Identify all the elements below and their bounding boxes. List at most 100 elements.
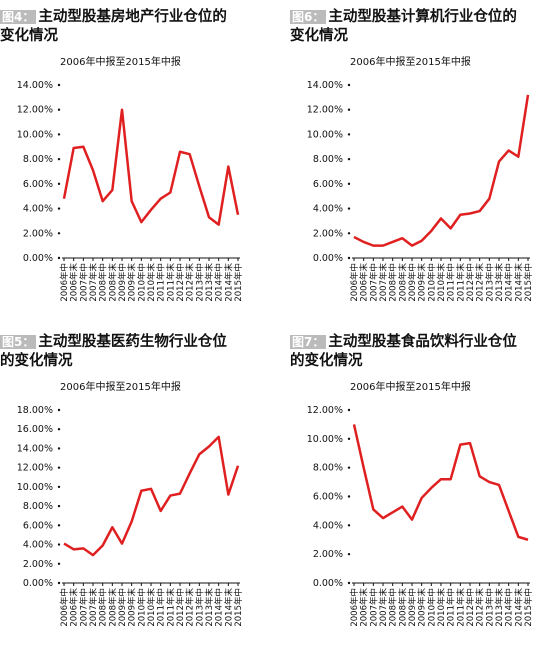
chart: 0.00% 2.00% 4.00% 6.00% 8.00% 10.00% 12.00% 14.… [307,80,534,302]
y-tick-mark [347,108,351,111]
y-tick-label: 12.00% [307,405,343,416]
x-tick-label: 2011年中 [446,263,457,302]
y-tick-label: 10.00% [17,129,53,140]
y-tick-mark [57,232,61,235]
x-tick-label: 2007年末 [88,588,99,627]
y-tick-mark [347,552,351,556]
x-tick-label: 2015年中 [233,588,244,627]
y-tick-mark [57,543,61,546]
chart-subtitle: 2006年中报至2015年中报 [350,382,471,393]
data-line [352,424,529,541]
y-tick-label: 2.00% [23,559,53,570]
x-tick-label: 2008年中 [388,588,399,627]
x-tick-label: 2008年末 [107,588,118,627]
x-tick-label: 2010年中 [136,263,147,302]
x-tick-label: 2010年中 [426,263,437,302]
title-text: 主动型股基医药生物行业仓位的变化情况 [0,334,227,369]
y-tick-label: 2.00% [313,228,343,239]
y-tick-mark [57,504,61,508]
chart: 0.00% 2.00% 4.00% 6.00% 8.00% 10.00% 12.00% 200… [307,405,534,627]
y-tick-mark [57,524,61,527]
chart-title: 图6： 主动型股基计算机行业仓位的变化情况 [290,8,522,46]
y-tick-label: 4.00% [23,540,53,551]
x-tick-label: 2009年中 [407,263,418,302]
chart-title: 图5： 主动型股基医药生物行业仓位的变化情况 [0,333,232,371]
y-tick-mark [347,232,351,235]
y-tick-mark [57,256,61,260]
x-tick-label: 2012年末 [185,588,196,627]
y-tick-mark [347,466,351,469]
y-tick-label: 0.00% [313,578,343,589]
y-tick-label: 12.00% [17,463,53,474]
y-tick-label: 12.00% [307,105,343,116]
x-tick-label: 2007年中 [368,263,379,302]
y-tick-label: 8.00% [313,154,343,165]
x-tick-label: 2008年末 [397,588,408,627]
y-tick-label: 14.00% [307,80,343,91]
x-tick-label: 2006年中 [59,588,70,627]
chart-panel: 图7： 主动型股基食品饮料行业仓位的变化情况 2006年中报至2015年中报 0.00… [290,325,541,647]
y-tick-mark [57,428,61,431]
y-tick-mark [347,83,351,87]
x-tick-label: 2011年末 [165,263,176,302]
x-tick-label: 2007年末 [378,263,389,302]
y-tick-label: 2.00% [23,228,53,239]
chart-title: 图7： 主动型股基食品饮料行业仓位的变化情况 [290,333,522,371]
x-tick-label: 2012年中 [465,263,476,302]
y-tick-label: 18.00% [17,405,53,416]
y-tick-label: 6.00% [23,179,53,190]
x-tick-label: 2009年末 [127,263,138,302]
x-tick-label: 2013年末 [494,588,505,627]
chart-panel: 图5： 主动型股基医药生物行业仓位的变化情况 2006年中报至2015年中报 0.00… [0,325,270,647]
y-tick-label: 2.00% [313,549,343,560]
x-tick-label: 2006年末 [359,588,370,627]
y-tick-mark [57,485,61,489]
x-tick-label: 2011年中 [156,588,167,627]
x-tick-label: 2013年中 [484,263,495,302]
figure-label: 图4： [0,10,37,24]
y-tick-mark [347,408,351,412]
x-tick-label: 2010年末 [436,588,447,627]
title-text: 主动型股基食品饮料行业仓位的变化情况 [290,334,517,369]
x-tick-label: 2013年中 [194,588,205,627]
x-tick-label: 2006年中 [59,263,70,302]
y-tick-mark [57,408,61,412]
x-tick-label: 2014年中 [504,263,515,302]
y-tick-mark [347,437,351,441]
y-tick-mark [347,581,351,585]
y-tick-mark [347,182,351,186]
y-tick-label: 0.00% [23,253,53,264]
y-tick-mark [57,108,61,111]
x-tick-label: 2008年中 [98,263,109,302]
x-tick-label: 2013年中 [484,588,495,627]
x-tick-label: 2012年中 [465,588,476,627]
x-tick-label: 2014年中 [214,588,225,627]
x-tick-label: 2014年中 [214,263,225,302]
x-tick-label: 2013年末 [204,588,215,627]
x-tick-label: 2009年末 [417,263,428,302]
y-tick-mark [347,207,351,210]
x-tick-label: 2013年末 [494,263,505,302]
x-tick-label: 2013年中 [194,263,205,302]
y-tick-mark [57,466,61,469]
y-tick-label: 6.00% [23,520,53,531]
x-tick-label: 2011年中 [156,263,167,302]
y-tick-label: 10.00% [307,434,343,445]
y-tick-label: 4.00% [313,204,343,215]
chart-subtitle: 2006年中报至2015年中报 [350,57,471,68]
x-tick-label: 2014年末 [513,263,524,302]
x-tick-label: 2012年中 [175,588,186,627]
x-tick-label: 2006年末 [69,263,80,302]
figure-label: 图5： [0,335,37,349]
y-tick-mark [57,207,61,210]
y-tick-mark [347,495,351,498]
title-text: 主动型股基房地产行业仓位的变化情况 [0,9,227,44]
data-line [63,435,240,557]
x-tick-label: 2006年末 [359,263,370,302]
figure-label: 图6： [290,10,327,24]
data-line [62,108,240,226]
x-tick-label: 2008年中 [98,588,109,627]
y-tick-label: 6.00% [313,492,343,503]
x-tick-label: 2015年中 [523,263,534,302]
